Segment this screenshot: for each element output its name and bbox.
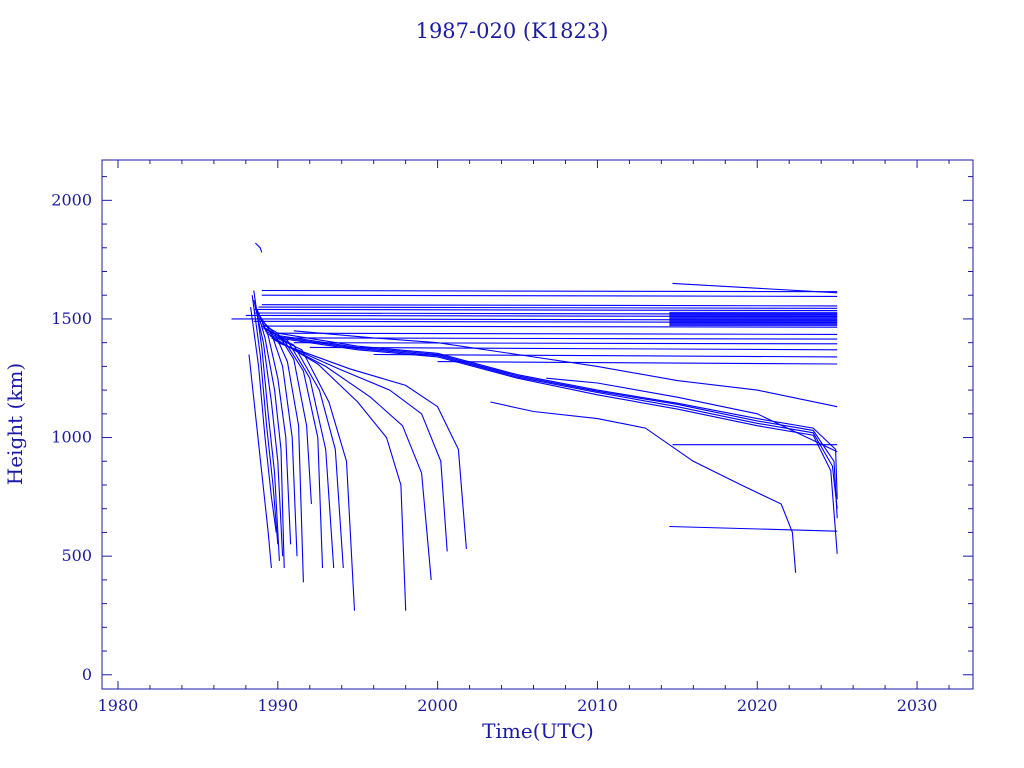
flat-series-16: [437, 361, 838, 365]
y-axis-label: Height (km): [3, 363, 27, 485]
flat-series-20: [255, 242, 263, 253]
x-tick-label: 1990: [257, 696, 298, 715]
flat-series-2: [261, 294, 838, 297]
x-tick-label: 2000: [417, 696, 458, 715]
decay-series-5: [253, 299, 284, 557]
dense-band: [669, 311, 838, 327]
flat-series-14: [309, 346, 838, 351]
y-tick-label: 2000: [51, 190, 92, 209]
flat-series-17: [672, 282, 838, 294]
flat-series-11: [269, 332, 838, 335]
flat-series-12: [285, 337, 838, 340]
decay-series-22: [277, 332, 838, 500]
y-tick-label: 1000: [51, 428, 92, 447]
y-tick-label: 1500: [51, 309, 92, 328]
y-tick-label: 500: [61, 546, 92, 565]
decay-series-15: [269, 335, 407, 611]
decay-series-14: [266, 332, 356, 611]
axis-ticks: [102, 160, 973, 689]
x-tick-labels: 1980 1990 2000 2010 2020 2030: [98, 696, 938, 715]
flat-series-10: [261, 325, 838, 328]
x-tick-label: 1980: [98, 696, 139, 715]
y-tick-label: 0: [82, 665, 92, 684]
flat-series-15: [373, 353, 838, 358]
decay-series-7: [256, 309, 292, 545]
decay-series-4: [253, 290, 280, 561]
flat-series-19: [669, 525, 838, 532]
plot-lines: [231, 242, 838, 611]
decay-series-18: [277, 342, 467, 550]
decay-series-1: [248, 354, 272, 569]
decay-series-2: [250, 307, 277, 533]
plot-frame: [101, 159, 974, 690]
chart-title: 1987-020 (K1823): [416, 19, 609, 43]
decay-series-17: [274, 339, 448, 552]
flat-series-1: [261, 289, 838, 293]
flat-series-4: [258, 306, 838, 309]
decay-series-23: [293, 330, 838, 408]
flat-series-13: [293, 342, 838, 345]
decay-series-13: [264, 330, 344, 569]
x-axis-label: Time(UTC): [482, 719, 594, 743]
decay-series-20: [277, 336, 838, 509]
y-tick-labels: 0 500 1000 1500 2000: [51, 190, 92, 683]
flat-series-3: [261, 304, 838, 307]
decay-series-25: [546, 377, 838, 453]
x-tick-label: 2020: [737, 696, 778, 715]
decay-series-19: [277, 337, 838, 554]
x-tick-label: 2030: [897, 696, 938, 715]
decay-series-10: [261, 323, 312, 505]
decay-series-16: [271, 337, 432, 580]
decay-series-3: [251, 295, 279, 545]
decay-series-12: [263, 327, 335, 569]
decay-series-24: [490, 401, 797, 573]
decay-series-6: [254, 304, 285, 569]
x-tick-label: 2010: [577, 696, 618, 715]
flat-series-5: [253, 308, 838, 312]
